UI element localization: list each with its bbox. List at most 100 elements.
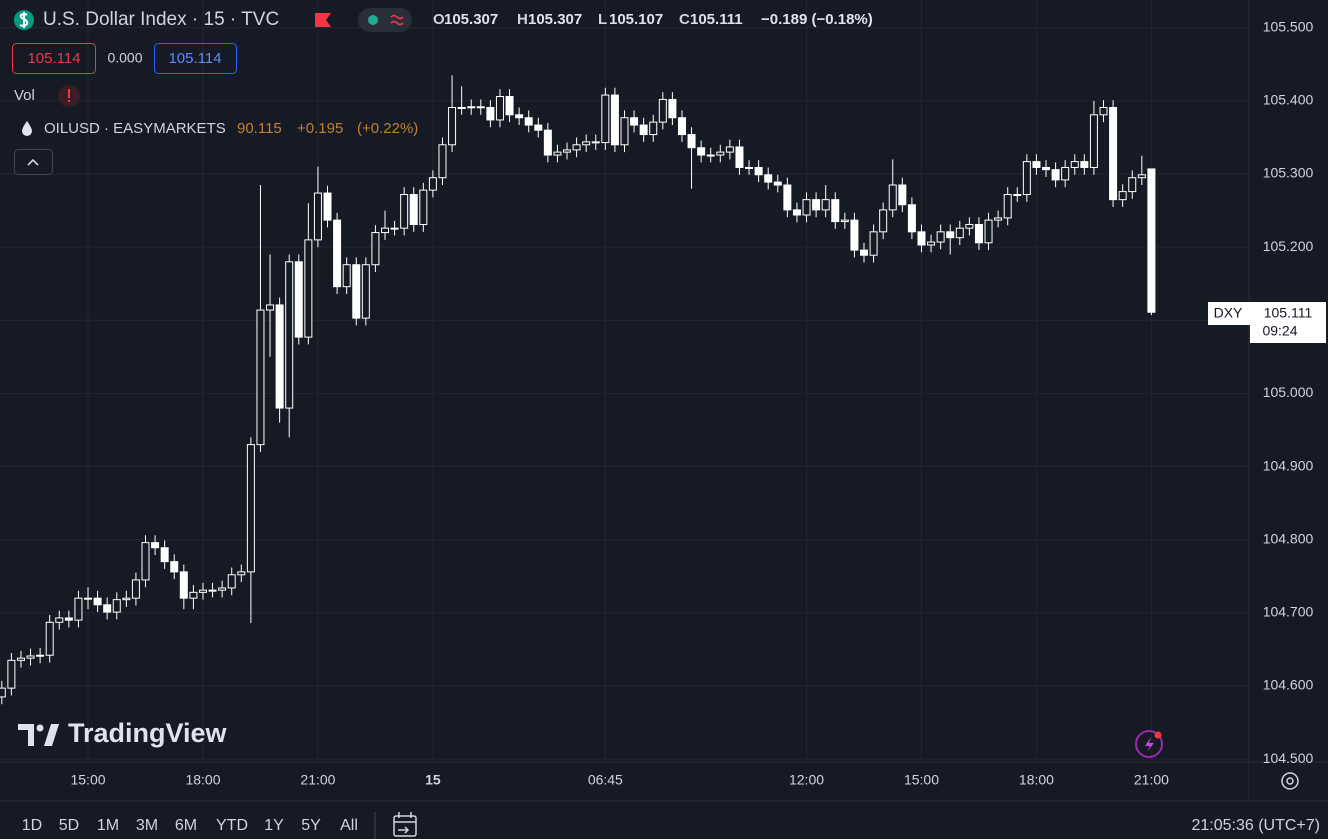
timeframe-button[interactable]: 3M: [136, 817, 158, 834]
alert-icon[interactable]: [1135, 730, 1163, 758]
candle-body: [1080, 161, 1089, 168]
candle-body: [630, 117, 639, 126]
candle-body: [36, 654, 45, 657]
candle-body: [563, 149, 572, 153]
timeframe-button[interactable]: All: [340, 817, 358, 834]
candle-body: [227, 574, 236, 589]
x-tick-label: 15:00: [70, 772, 105, 788]
x-tick-label: 12:00: [789, 772, 824, 788]
price-label-symbol: DXY: [1214, 305, 1243, 321]
bid-box[interactable]: [12, 43, 96, 74]
compare-price: 90.115: [237, 120, 282, 137]
candle-body: [342, 264, 351, 288]
candle-body: [1147, 168, 1156, 313]
candle-body: [467, 106, 476, 109]
candle-body: [189, 591, 198, 599]
candle-body: [812, 199, 821, 211]
logo-text[interactable]: TradingView: [68, 718, 228, 748]
candle-body: [0, 687, 6, 698]
logo-mark: [36, 724, 44, 732]
candle-body: [7, 659, 16, 689]
candle-body: [323, 192, 332, 221]
candle-body: [725, 146, 734, 153]
candle-body: [428, 177, 437, 191]
candle-body: [381, 227, 389, 234]
candle-body: [141, 542, 150, 581]
timeframe-button[interactable]: 6M: [175, 817, 197, 834]
timeframes: 1D 5D 1M 3M 6M YTD 1Y 5Y All: [22, 817, 358, 834]
timeframe-button[interactable]: 1D: [22, 817, 42, 834]
logo-mark: [18, 724, 59, 746]
timeframe-button[interactable]: YTD: [216, 817, 248, 834]
candle-body: [170, 561, 179, 573]
price-label-countdown: 09:24: [1262, 323, 1297, 339]
candle-body: [984, 219, 993, 244]
candle-body: [1137, 174, 1146, 179]
ask-box[interactable]: [154, 43, 237, 74]
candle-body: [687, 134, 696, 149]
y-tick-label: 104.700: [1263, 604, 1314, 620]
candle-body: [879, 209, 888, 233]
price-label-box: [1250, 302, 1326, 343]
candle-body: [1013, 194, 1022, 197]
settings-icon[interactable]: [1281, 772, 1299, 790]
warning-glyph: [68, 100, 70, 102]
ohlc-key: O: [433, 11, 445, 28]
symbol-title: U.S. Dollar Index · 15 · TVC: [43, 9, 279, 30]
candle-body: [792, 209, 801, 216]
timeframe-button[interactable]: 1Y: [264, 817, 284, 834]
ohlc-value: 105.107: [609, 11, 663, 28]
candle-body: [534, 124, 543, 131]
clock[interactable]: 21:05:36 (UTC+7): [1191, 817, 1320, 834]
settings-icon: [1286, 777, 1294, 785]
candle-body: [333, 219, 342, 288]
x-tick-label: 15: [425, 772, 441, 788]
candle-body: [26, 655, 35, 659]
candle-body: [754, 166, 763, 176]
candle-body: [946, 231, 955, 239]
compare-symbol[interactable]: OILUSD · EASYMARKETS: [44, 120, 226, 137]
y-tick-label: 104.900: [1263, 457, 1314, 473]
candle-body: [1070, 161, 1079, 168]
candle-body: [256, 309, 265, 446]
flag-icon[interactable]: [315, 13, 331, 27]
collapse-button[interactable]: [14, 149, 53, 175]
candle-body: [266, 304, 275, 311]
y-tick-label: 105.300: [1263, 165, 1314, 181]
candle-body: [802, 199, 811, 216]
market-open-dot: [368, 15, 378, 25]
candle-body: [917, 231, 926, 246]
volume-label[interactable]: Vol: [14, 87, 35, 104]
status-pill[interactable]: [358, 8, 412, 32]
candle-body: [1089, 114, 1098, 168]
candles: [0, 75, 1156, 705]
candle-body: [601, 94, 610, 144]
bid[interactable]: 105.114: [27, 50, 80, 67]
candle-body: [649, 121, 658, 136]
ask[interactable]: 105.114: [168, 50, 221, 67]
timeframe-button[interactable]: 5Y: [301, 817, 321, 834]
ohlc-value: 105.307: [444, 11, 498, 28]
candle-body: [486, 106, 495, 121]
candle-body: [821, 199, 830, 211]
candle-body: [591, 141, 600, 144]
goto-date-icon[interactable]: [393, 815, 417, 837]
candle-body: [677, 117, 686, 136]
y-tick-label: 104.800: [1263, 530, 1314, 546]
candle-body: [907, 204, 916, 233]
candle-body: [658, 98, 667, 123]
candle-body: [860, 249, 868, 256]
candle-body: [735, 146, 744, 168]
timeframe-button[interactable]: 5D: [59, 817, 79, 834]
candle-body: [553, 151, 562, 156]
candle-body: [1128, 177, 1137, 193]
candle-body: [764, 174, 773, 183]
candle-body: [160, 547, 169, 563]
candle-body: [543, 129, 552, 156]
timeframe-button[interactable]: 1M: [97, 817, 119, 834]
x-tick-label: 18:00: [185, 772, 220, 788]
candle-body: [457, 106, 466, 109]
candle-body: [285, 261, 294, 409]
alert-dot: [1154, 731, 1162, 739]
